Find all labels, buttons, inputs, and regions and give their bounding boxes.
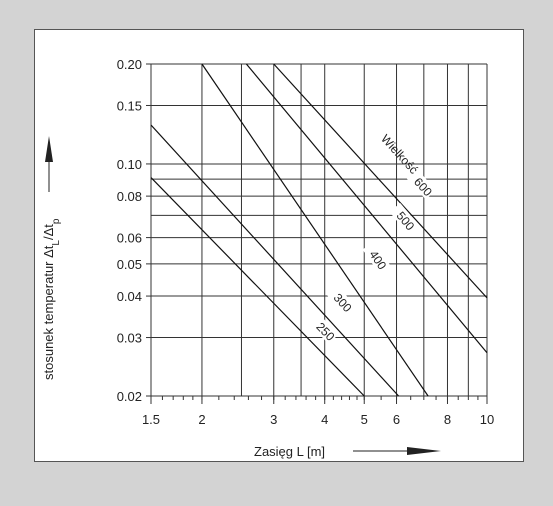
y-tick-label: 0.15 [117, 98, 142, 113]
y-tick-label: 0.02 [117, 389, 142, 404]
y-tick-label: 0.06 [117, 231, 142, 246]
y-tick-label: 0.05 [117, 257, 142, 272]
series-line-250 [150, 177, 365, 397]
y-axis-arrowhead [45, 136, 53, 162]
grid-lines [146, 63, 488, 397]
y-axis-title-mid: /Δt [41, 224, 56, 240]
chart-frame: 1.5 2 3 4 5 6 8 10 0.20 0.15 0.10 0.08 0.06 0.05 0.04… [34, 29, 524, 462]
y-axis-title-sub-l: L [51, 240, 62, 246]
x-tick-label: 10 [480, 412, 494, 427]
series-label-bg-250 [309, 314, 339, 345]
series-line-300 [150, 124, 400, 397]
y-tick-labels: 0.20 0.15 0.10 0.08 0.06 0.05 0.04 0.03 0.02 [117, 57, 142, 404]
x-tick-label: 8 [444, 412, 451, 427]
x-tick-label: 5 [361, 412, 368, 427]
y-tick-label: 0.10 [117, 157, 142, 172]
y-tick-label: 0.20 [117, 57, 142, 72]
x-tick-label: 6 [393, 412, 400, 427]
series-line-600 [273, 63, 488, 299]
x-tick-label: 4 [321, 412, 328, 427]
series-label-bg-600 [406, 169, 437, 200]
x-tick-label: 3 [270, 412, 277, 427]
series-lines [150, 63, 488, 397]
x-tick-label: 2 [198, 412, 205, 427]
y-tick-label: 0.03 [117, 331, 142, 346]
y-tick-label: 0.08 [117, 189, 142, 204]
x-minor-ticks [150, 396, 488, 404]
series-label-bg-500 [389, 203, 419, 234]
svg-text:stosunek temperatur ΔtL/Δtp: stosunek temperatur ΔtL/Δtp [41, 218, 62, 380]
x-axis-arrowhead [407, 447, 441, 455]
x-tick-label: 1.5 [142, 412, 160, 427]
series-line-500 [245, 63, 488, 354]
y-axis-title-main: stosunek temperatur Δt [41, 245, 56, 380]
series-line-400 [201, 63, 429, 397]
x-axis-title: Zasięg L [m] [254, 444, 325, 459]
y-tick-label: 0.04 [117, 289, 142, 304]
series-label-bg-400 [362, 241, 390, 273]
series-label-bg-300 [326, 285, 356, 316]
log-log-chart: 1.5 2 3 4 5 6 8 10 0.20 0.15 0.10 0.08 0.06 0.05 0.04… [41, 57, 494, 459]
size-label: Wielkość [378, 132, 421, 177]
x-tick-labels: 1.5 2 3 4 5 6 8 10 [142, 412, 494, 427]
y-axis-title-sub-p: p [51, 218, 62, 224]
y-axis-title: stosunek temperatur ΔtL/Δtp [41, 136, 62, 380]
